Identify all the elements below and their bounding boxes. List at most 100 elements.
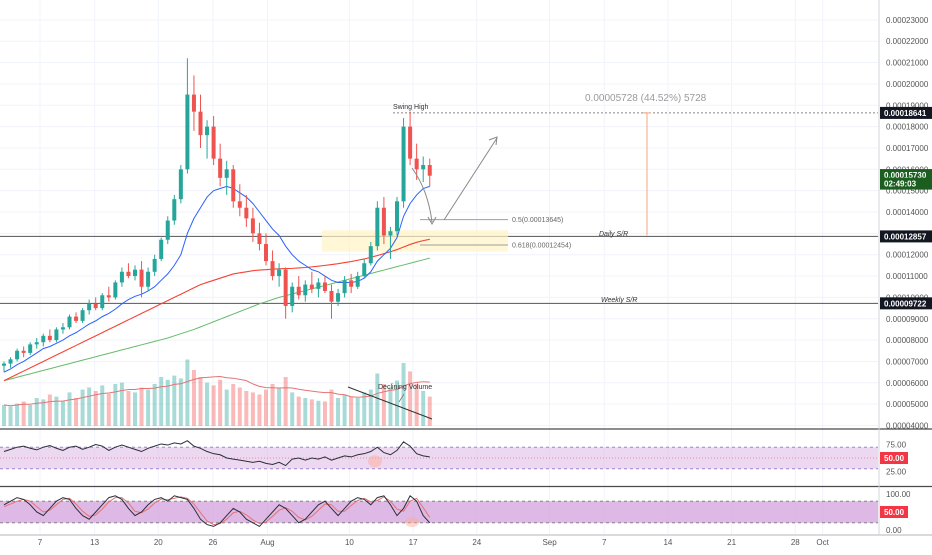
candle-body[interactable] [198,111,203,136]
grid [0,0,878,534]
candle-body[interactable] [100,295,105,309]
candle-body[interactable] [381,207,386,236]
price-axis-tick-label: 0.00009000 [886,315,929,324]
candle-body[interactable] [205,126,210,136]
candle-body[interactable] [395,201,399,232]
candle-body[interactable] [28,344,33,353]
annotation-pointer [398,393,405,403]
volume-bar [427,396,432,426]
candle-body[interactable] [191,94,196,112]
volume-bar [165,379,170,426]
candle-body[interactable] [178,169,183,200]
candle-body[interactable] [93,303,98,309]
candle-body[interactable] [80,310,85,321]
volume-bar [250,392,255,426]
projection-curve[interactable] [411,167,433,223]
candle-body[interactable] [21,350,26,353]
price-tag [880,106,932,119]
candle-body[interactable] [375,207,380,247]
candle-body[interactable] [342,280,347,294]
candle-body[interactable] [414,158,419,170]
candle-body[interactable] [408,126,413,159]
projection-up-line[interactable] [443,137,498,221]
volume-bar [211,385,216,426]
volume-bar [257,394,262,426]
candle-body[interactable] [74,316,79,321]
candle-body[interactable] [54,329,59,341]
candle-body[interactable] [290,286,295,306]
candle-body[interactable] [355,276,360,287]
candle-body[interactable] [309,284,314,289]
date-axis-tick-label: 13 [90,538,99,547]
candle-body[interactable] [283,269,288,306]
candle-body[interactable] [113,282,118,298]
price-tag-label: 02:49:03 [884,180,917,189]
candle-body[interactable] [244,207,249,219]
candle-body[interactable] [67,316,72,328]
candle-body[interactable] [47,335,52,341]
candle-body[interactable] [264,244,268,262]
candle-body[interactable] [133,269,137,277]
candle-body[interactable] [421,165,426,170]
candle-body[interactable] [60,327,65,330]
stoch-k-line[interactable] [3,495,431,528]
candle-body[interactable] [237,201,242,208]
candle-body[interactable] [349,280,354,287]
candle-body[interactable] [401,126,406,202]
candle-body[interactable] [211,126,216,159]
candle-body[interactable] [172,199,177,221]
volume-bar [283,377,288,426]
candle-body[interactable] [296,286,301,296]
volume-bar [185,359,190,426]
candle-body[interactable] [34,342,39,345]
candle-body[interactable] [139,269,144,287]
candle-body[interactable] [87,303,92,311]
price-axis-tick-label: 0.00023000 [886,16,929,25]
candle-body[interactable] [362,263,367,277]
candle-body[interactable] [316,282,321,289]
candle-body[interactable] [119,271,124,283]
volume-bar [113,384,118,426]
candle-body[interactable] [250,218,255,234]
candle-body[interactable] [106,295,111,298]
candle-body[interactable] [224,169,229,178]
date-axis-tick-label: Aug [260,538,274,547]
rsi-panel[interactable] [0,440,878,470]
candle-body[interactable] [388,231,393,236]
candle-body[interactable] [152,258,157,272]
candle-body[interactable] [146,271,151,287]
candle-body[interactable] [41,335,46,343]
volume-bar [139,387,144,426]
daily-sr-label: Daily S/R [599,231,628,238]
rsi-line[interactable] [3,440,430,467]
candle-body[interactable] [257,233,262,245]
volume-bar [178,378,183,426]
candle-body[interactable] [231,169,236,202]
candle-body[interactable] [218,158,223,178]
candle-body[interactable] [303,284,308,296]
candle-body[interactable] [185,94,190,170]
price-panel[interactable]: Swing High Daily S/R Weekly S/R 0.5(0.00013… [0,58,878,426]
candle-body[interactable] [329,290,334,302]
volume-bar [316,400,321,426]
candle-body[interactable] [270,261,275,277]
candle-body[interactable] [8,359,13,364]
candle-body[interactable] [159,239,164,259]
volume-bar [414,384,419,426]
candle-body[interactable] [2,363,6,366]
stoch-band [0,501,878,523]
candle-body[interactable] [126,271,131,277]
date-axis-tick-label: 28 [791,538,800,547]
declining-volume-trendline[interactable] [347,386,433,420]
candle-body[interactable] [165,220,170,240]
candle-body[interactable] [15,350,20,360]
candle-body[interactable] [427,165,432,176]
candle-body[interactable] [322,282,327,291]
candle-body[interactable] [368,246,373,264]
stoch-rsi-panel[interactable] [0,495,878,528]
candle-body[interactable] [336,293,341,302]
candle-body[interactable] [277,269,282,277]
date-axis-tick-label: 10 [345,538,354,547]
